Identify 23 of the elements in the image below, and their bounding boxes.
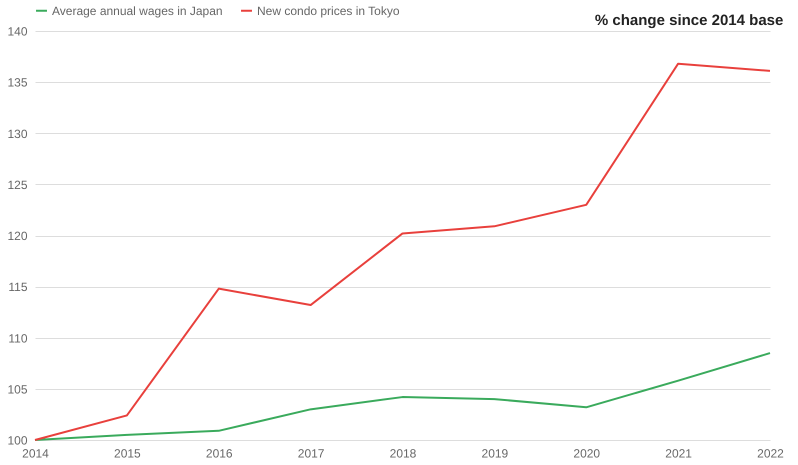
x-tick-label: 2017: [298, 446, 325, 460]
y-tick-label: 115: [8, 280, 28, 294]
y-tick-label: 130: [7, 126, 28, 141]
y-tick-label: 100: [7, 434, 28, 448]
y-tick-label: 140: [7, 24, 28, 38]
x-tick-label: 2018: [390, 446, 417, 460]
y-tick-label: 120: [7, 229, 28, 243]
line-series: [34, 62, 771, 441]
x-tick-label: 2021: [665, 446, 692, 460]
x-tick-label: 2015: [114, 446, 142, 460]
y-tick-label: 110: [8, 331, 28, 346]
x-tick-label: 2020: [573, 446, 600, 460]
x-tick-label: 2014: [22, 446, 50, 460]
chart-title: % change since 2014 base: [594, 12, 784, 29]
x-tick-label: 2016: [206, 446, 233, 460]
x-tick-label: 2022: [757, 446, 784, 460]
x-tick-label: 2019: [482, 446, 509, 460]
y-tick-label: 135: [7, 76, 28, 90]
line-series: [34, 352, 771, 441]
y-tick-label: 125: [7, 178, 28, 192]
y-tick-label: 105: [7, 382, 28, 396]
legend-label: Average annual wages in Japan: [52, 4, 223, 18]
legend-label: New condo prices in Tokyo: [257, 4, 400, 18]
